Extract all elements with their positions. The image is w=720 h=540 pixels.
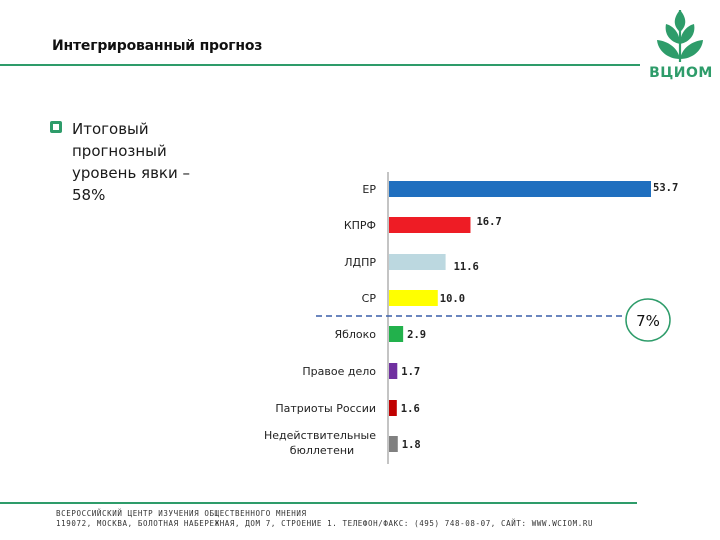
value-label: 16.7 (476, 216, 501, 228)
page-title: Интегрированный прогноз (52, 38, 263, 54)
wciom-logo-icon (657, 10, 703, 62)
bar (389, 326, 404, 342)
bar (389, 181, 651, 197)
title-rule (0, 64, 640, 66)
square-bullet-icon (50, 121, 62, 133)
value-label: 2.9 (407, 329, 426, 341)
category-label: КПРФ (344, 219, 376, 232)
category-label: Яблоко (334, 328, 376, 341)
category-label: ЛДПР (344, 256, 376, 269)
logo-text: ВЦИОМ (649, 65, 713, 81)
threshold-circle (625, 298, 671, 342)
footer-rule (0, 502, 637, 504)
bar (389, 400, 397, 416)
turnout-text: Итоговый прогнозный уровень явки – 58% (72, 120, 191, 204)
bar (389, 363, 398, 379)
threshold-label: 7% (636, 312, 660, 330)
category-label: СР (362, 292, 377, 305)
value-label: 1.8 (402, 439, 421, 451)
bar (389, 290, 438, 306)
footer-org-name: ВСЕРОССИЙСКИЙ ЦЕНТР ИЗУЧЕНИЯ ОБЩЕСТВЕННО… (56, 509, 307, 518)
category-label: Недействительные бюллетени (264, 429, 376, 457)
value-label: 11.6 (454, 261, 479, 273)
footer-address: 119072, МОСКВА, БОЛОТНАЯ НАБЕРЕЖНАЯ, ДОМ… (56, 519, 594, 528)
value-label: 1.6 (401, 403, 420, 415)
bar (389, 436, 398, 452)
category-label: Правое дело (302, 365, 376, 378)
value-label: 10.0 (440, 293, 465, 305)
category-label: ЕР (362, 183, 376, 196)
category-label: Патриоты России (275, 402, 376, 415)
bar (389, 254, 446, 270)
bar (389, 217, 471, 233)
value-label: 53.7 (653, 182, 678, 194)
value-label: 1.7 (401, 366, 420, 378)
